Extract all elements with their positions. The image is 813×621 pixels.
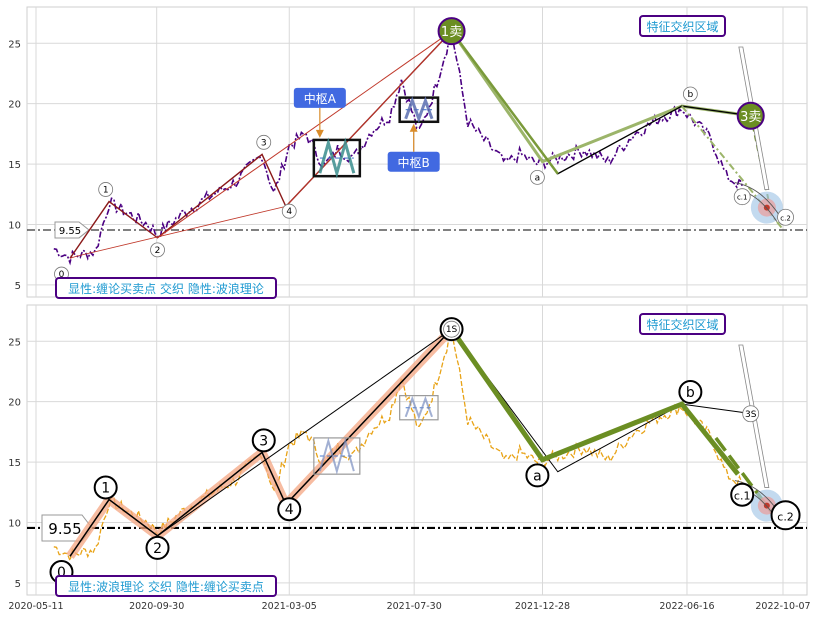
y-tick-label: 5 bbox=[15, 579, 21, 590]
wave-label-circle bbox=[682, 86, 698, 102]
wave-label-circle bbox=[733, 188, 751, 206]
title-box-text: 显性:缠论买卖点 交织 隐性:波浪理论 bbox=[68, 281, 264, 296]
wave-label-circle bbox=[281, 203, 297, 219]
zhongshu-arrowhead bbox=[315, 129, 324, 138]
wave-label: 4 bbox=[286, 207, 292, 217]
zhongshu-zigzag bbox=[404, 96, 434, 124]
sell-point-marker bbox=[443, 320, 460, 338]
reference-value-label: 9.55 bbox=[48, 520, 81, 538]
wave-label: c.1 bbox=[737, 194, 748, 202]
wave-label: 0 bbox=[59, 270, 65, 280]
sell-point-label: 1S bbox=[446, 325, 458, 335]
wave-label: a bbox=[533, 468, 542, 484]
wave-label-circle bbox=[529, 169, 545, 185]
wave-label: b bbox=[688, 90, 694, 100]
wave-label: a bbox=[535, 173, 541, 183]
x-tick-label: 2021-07-30 bbox=[387, 601, 442, 612]
panel-bottom: 5101520259.55012345abc.1c.21S3S特征交织区域显性:… bbox=[8, 304, 808, 597]
title-box-text: 显性:波浪理论 交织 隐性:缠论买卖点 bbox=[68, 579, 264, 594]
zhongshu-arrowhead bbox=[409, 123, 418, 132]
zhongshu-label-box bbox=[387, 151, 440, 172]
wave-label: c.1 bbox=[734, 490, 751, 503]
wave-label-circle bbox=[93, 475, 118, 500]
wave-label-circle bbox=[730, 482, 755, 507]
wave-label: c.2 bbox=[780, 214, 791, 222]
zhongshu-label: 中枢A bbox=[304, 91, 337, 106]
wave-label-circle bbox=[525, 463, 550, 488]
region-label-box bbox=[639, 15, 726, 37]
wave-label-circle bbox=[277, 497, 302, 522]
correction-thin-line bbox=[451, 328, 753, 473]
x-tick-label: 2020-05-11 bbox=[8, 601, 63, 612]
y-tick-label: 25 bbox=[8, 39, 21, 50]
price-series-line bbox=[53, 327, 743, 563]
wave-path-line bbox=[69, 328, 453, 557]
title-box bbox=[55, 277, 277, 299]
region-label: 特征交织区域 bbox=[646, 19, 718, 34]
wave-label: 1 bbox=[101, 480, 110, 496]
y-tick-label: 20 bbox=[8, 100, 21, 111]
x-tick-label: 2020-09-30 bbox=[129, 601, 184, 612]
region-label-box bbox=[639, 313, 726, 335]
title-box bbox=[55, 575, 277, 597]
panel-top: 5 10 15 20 25 9.55 中枢A 中枢B 0 1 2 3 4 a b c.1 c.2 1卖 3卖 特征交织… bbox=[8, 6, 808, 299]
wave-label-circle bbox=[256, 134, 272, 150]
sell-point-label: 1卖 bbox=[441, 25, 462, 40]
zhongshu-zigzag bbox=[318, 137, 356, 179]
zhongshu-label-box bbox=[293, 87, 346, 108]
wave-label: 4 bbox=[285, 502, 294, 518]
x-tick-label: 2021-03-05 bbox=[262, 601, 317, 612]
wave-channel-line bbox=[157, 30, 452, 239]
wave-label: c.2 bbox=[777, 510, 794, 523]
wave-channel-line bbox=[69, 30, 452, 259]
target-arc bbox=[734, 182, 782, 218]
reference-arrow bbox=[54, 221, 90, 239]
wave-label-circle bbox=[251, 428, 276, 453]
zhongshu-zigzag bbox=[404, 395, 433, 420]
sell-point-label: 3卖 bbox=[740, 110, 761, 125]
price-series-line bbox=[53, 29, 743, 266]
y-tick-label: 15 bbox=[8, 458, 21, 469]
sell-point-marker bbox=[437, 17, 466, 46]
projection-line bbox=[681, 105, 784, 230]
wave-label-circle bbox=[777, 208, 794, 226]
wave-label-circle bbox=[98, 182, 114, 197]
sell-point-marker bbox=[742, 405, 760, 423]
x-tick-label: 2021-12-28 bbox=[515, 601, 570, 612]
y-tick-label: 10 bbox=[8, 519, 21, 530]
zhongshu-label: 中枢B bbox=[398, 155, 430, 170]
y-tick-label: 20 bbox=[8, 398, 21, 409]
wave-label: 1 bbox=[103, 185, 109, 195]
wave-label-circle bbox=[145, 535, 170, 560]
wave-label: 3 bbox=[261, 138, 267, 148]
sell-point-marker bbox=[736, 101, 765, 130]
sell-point-label: 3S bbox=[745, 410, 757, 420]
wave-label-circle bbox=[678, 380, 703, 404]
y-tick-label: 25 bbox=[8, 337, 21, 348]
y-tick-label: 5 bbox=[15, 281, 21, 292]
wave-label: 2 bbox=[155, 246, 161, 256]
correction-line bbox=[450, 30, 559, 175]
wave-label: 3 bbox=[259, 433, 268, 449]
reference-value-label: 9.55 bbox=[59, 226, 81, 237]
wave-label: b bbox=[686, 385, 695, 401]
region-label: 特征交织区域 bbox=[646, 317, 718, 332]
wave-label: 2 bbox=[153, 541, 162, 557]
wave-label: 0 bbox=[57, 565, 66, 581]
correction-line bbox=[449, 327, 740, 476]
wave-label-circle bbox=[150, 242, 165, 258]
plot-area bbox=[26, 304, 808, 596]
y-tick-label: 15 bbox=[8, 160, 21, 171]
zhongshu-zigzag bbox=[318, 437, 355, 475]
x-tick-label: 2022-10-07 bbox=[755, 601, 810, 612]
zhongshu-box-faded bbox=[399, 395, 439, 421]
wave-label-circle bbox=[770, 500, 801, 531]
y-tick-label: 10 bbox=[8, 221, 21, 232]
wave-channel-line bbox=[157, 328, 452, 537]
x-tick-label: 2022-06-16 bbox=[659, 601, 714, 612]
